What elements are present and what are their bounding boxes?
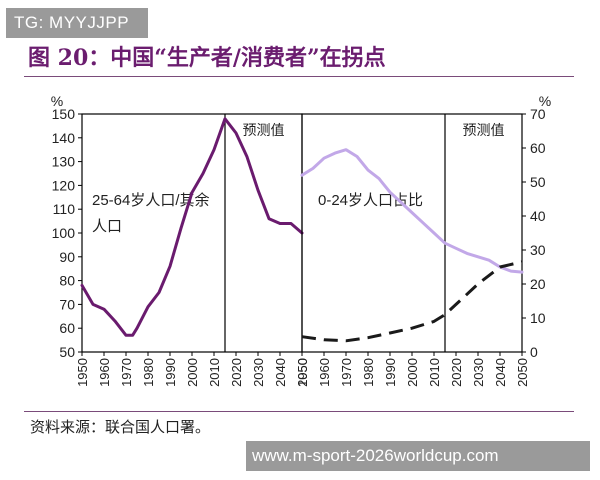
series-label-line1: 25-64岁人口/其余 (92, 191, 210, 209)
x-tick-label: 2030 (251, 358, 266, 387)
series-line-solid (300, 148, 524, 274)
x-tick-label: 2040 (273, 358, 288, 387)
y-tick-label: 70 (59, 296, 75, 312)
x-tick-label: 2010 (427, 358, 442, 387)
series-line-dashed (301, 260, 523, 343)
y-tick-label: 0 (530, 344, 538, 360)
x-tick-label: 1980 (141, 358, 156, 387)
y-tick-label: 120 (52, 177, 76, 193)
series-label-line2: 人口 (92, 218, 122, 235)
x-tick-label: 2000 (185, 358, 200, 387)
x-tick-label: 1970 (119, 358, 134, 387)
y-tick-label: 60 (530, 140, 546, 156)
x-tick-label: 1960 (317, 358, 332, 387)
x-tick-label: 2000 (405, 358, 420, 387)
title-rule (24, 76, 574, 77)
x-tick-label: 2020 (449, 358, 464, 387)
x-tick-label: 2050 (295, 358, 310, 387)
forecast-label: 预测值 (463, 122, 505, 138)
x-tick-label: 1950 (295, 358, 310, 387)
x-tick-label: 1950 (75, 358, 90, 387)
y-unit-label: % (539, 93, 551, 109)
x-tick-label: 1970 (339, 358, 354, 387)
x-tick-label: 2030 (471, 358, 486, 387)
y-tick-label: 110 (53, 201, 76, 217)
source-note: 资料来源：联合国人口署。 (30, 418, 211, 436)
y-tick-label: 50 (530, 174, 546, 190)
series-label: 0-24岁人口占比 (318, 192, 423, 209)
source-rule (24, 411, 574, 412)
y-tick-label: 50 (59, 344, 75, 360)
x-tick-label: 1990 (163, 358, 178, 387)
figure-title: 图 20：中国“生产者/消费者”在拐点 (28, 45, 386, 71)
watermark-bottom: www.m-sport-2026worldcup.com (246, 441, 590, 471)
y-tick-label: 90 (59, 249, 75, 265)
y-unit-label: % (51, 93, 63, 109)
y-tick-label: 150 (52, 106, 76, 122)
y-tick-label: 80 (59, 273, 75, 289)
y-tick-label: 40 (530, 208, 546, 224)
x-tick-label: 1980 (361, 358, 376, 387)
plot-frame (301, 113, 523, 353)
y-tick-label: 100 (52, 225, 76, 241)
y-tick-label: 60 (59, 320, 75, 336)
x-tick-label: 2020 (229, 358, 244, 387)
watermark-top: TG: MYYJJPP (6, 8, 148, 38)
series-line-solid (80, 117, 304, 337)
x-tick-label: 2050 (515, 358, 530, 387)
x-tick-label: 1960 (97, 358, 112, 387)
y-tick-label: 130 (52, 154, 76, 170)
forecast-label: 预测值 (243, 122, 285, 138)
y-tick-label: 70 (530, 106, 546, 122)
y-tick-label: 20 (530, 276, 546, 292)
y-tick-label: 10 (530, 310, 546, 326)
left-panel: 预测值 50 60 70 80 90 100 110 120 130 140 150% 1950 1960… (51, 93, 310, 387)
x-tick-label: 2010 (207, 358, 222, 387)
y-tick-label: 30 (530, 242, 546, 258)
x-tick-label: 2040 (493, 358, 508, 387)
x-tick-label: 1990 (383, 358, 398, 387)
y-tick-label: 140 (52, 130, 76, 146)
